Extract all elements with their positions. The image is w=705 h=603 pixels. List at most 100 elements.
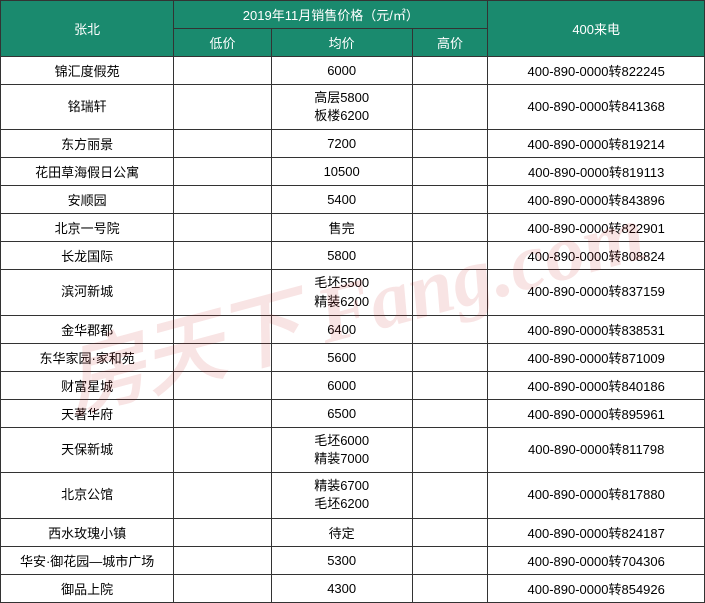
- cell-low: [174, 242, 271, 270]
- cell-phone: 400-890-0000转819113: [488, 158, 705, 186]
- cell-phone: 400-890-0000转843896: [488, 186, 705, 214]
- cell-low: [174, 399, 271, 427]
- cell-low: [174, 214, 271, 242]
- cell-avg: 高层5800板楼6200: [271, 85, 412, 130]
- cell-avg: 4300: [271, 574, 412, 602]
- table-row: 华安·御花园—城市广场 5300 400-890-0000转704306: [1, 546, 705, 574]
- cell-low: [174, 427, 271, 472]
- cell-name: 财富星城: [1, 371, 174, 399]
- cell-low: [174, 546, 271, 574]
- table-row: 长龙国际 5800 400-890-0000转808824: [1, 242, 705, 270]
- cell-high: [412, 399, 488, 427]
- cell-high: [412, 158, 488, 186]
- cell-phone: 400-890-0000转822901: [488, 214, 705, 242]
- table-row: 锦汇度假苑 6000 400-890-0000转822245: [1, 57, 705, 85]
- cell-name: 花田草海假日公寓: [1, 158, 174, 186]
- cell-high: [412, 130, 488, 158]
- cell-name: 北京公馆: [1, 473, 174, 518]
- table-row: 天著华府6500400-890-0000转895961: [1, 399, 705, 427]
- cell-name: 长龙国际: [1, 242, 174, 270]
- table-row: 滨河新城 毛坯5500精装6200 400-890-0000转837159: [1, 270, 705, 315]
- table-row: 安顺园5400400-890-0000转843896: [1, 186, 705, 214]
- cell-phone: 400-890-0000转840186: [488, 371, 705, 399]
- cell-phone: 400-890-0000转819214: [488, 130, 705, 158]
- cell-low: [174, 158, 271, 186]
- cell-high: [412, 473, 488, 518]
- cell-name: 天著华府: [1, 399, 174, 427]
- cell-low: [174, 315, 271, 343]
- cell-phone: 400-890-0000转841368: [488, 85, 705, 130]
- cell-low: [174, 343, 271, 371]
- cell-avg: 7200: [271, 130, 412, 158]
- cell-name: 锦汇度假苑: [1, 57, 174, 85]
- cell-phone: 400-890-0000转808824: [488, 242, 705, 270]
- cell-high: [412, 343, 488, 371]
- cell-name: 东方丽景: [1, 130, 174, 158]
- header-high: 高价: [412, 29, 488, 57]
- cell-phone: 400-890-0000转838531: [488, 315, 705, 343]
- cell-high: [412, 427, 488, 472]
- cell-low: [174, 270, 271, 315]
- table-row: 东方丽景 7200 400-890-0000转819214: [1, 130, 705, 158]
- table-row: 铭瑞轩 高层5800板楼6200 400-890-0000转841368: [1, 85, 705, 130]
- cell-avg: 5600: [271, 343, 412, 371]
- cell-phone: 400-890-0000转811798: [488, 427, 705, 472]
- cell-name: 御品上院: [1, 574, 174, 602]
- cell-high: [412, 186, 488, 214]
- cell-name: 铭瑞轩: [1, 85, 174, 130]
- cell-high: [412, 315, 488, 343]
- cell-avg: 6000: [271, 57, 412, 85]
- cell-avg: 10500: [271, 158, 412, 186]
- cell-name: 天保新城: [1, 427, 174, 472]
- header-phone: 400来电: [488, 1, 705, 57]
- cell-avg: 6400: [271, 315, 412, 343]
- cell-low: [174, 518, 271, 546]
- cell-phone: 400-890-0000转817880: [488, 473, 705, 518]
- cell-low: [174, 85, 271, 130]
- cell-high: [412, 371, 488, 399]
- table-row: 财富星城 6000 400-890-0000转840186: [1, 371, 705, 399]
- table-row: 东华家园·家和苑 5600 400-890-0000转871009: [1, 343, 705, 371]
- header-low: 低价: [174, 29, 271, 57]
- cell-high: [412, 242, 488, 270]
- cell-high: [412, 270, 488, 315]
- cell-avg: 毛坯6000精装7000: [271, 427, 412, 472]
- cell-avg: 5800: [271, 242, 412, 270]
- cell-avg: 售完: [271, 214, 412, 242]
- cell-low: [174, 57, 271, 85]
- cell-low: [174, 574, 271, 602]
- cell-phone: 400-890-0000转895961: [488, 399, 705, 427]
- cell-phone: 400-890-0000转871009: [488, 343, 705, 371]
- table-header: 张北 2019年11月销售价格（元/㎡） 400来电 低价 均价 高价: [1, 1, 705, 57]
- header-avg: 均价: [271, 29, 412, 57]
- cell-low: [174, 473, 271, 518]
- table-row: 天保新城 毛坯6000精装7000 400-890-0000转811798: [1, 427, 705, 472]
- cell-phone: 400-890-0000转837159: [488, 270, 705, 315]
- cell-phone: 400-890-0000转704306: [488, 546, 705, 574]
- cell-phone: 400-890-0000转854926: [488, 574, 705, 602]
- cell-high: [412, 214, 488, 242]
- cell-phone: 400-890-0000转824187: [488, 518, 705, 546]
- price-table: 张北 2019年11月销售价格（元/㎡） 400来电 低价 均价 高价 锦汇度假…: [0, 0, 705, 603]
- table-row: 北京一号院售完400-890-0000转822901: [1, 214, 705, 242]
- cell-avg: 6000: [271, 371, 412, 399]
- cell-high: [412, 574, 488, 602]
- table-row: 北京公馆 精装6700毛坯6200 400-890-0000转817880: [1, 473, 705, 518]
- table-row: 御品上院 4300 400-890-0000转854926: [1, 574, 705, 602]
- cell-name: 西水玫瑰小镇: [1, 518, 174, 546]
- cell-avg: 毛坯5500精装6200: [271, 270, 412, 315]
- cell-name: 金华郡都: [1, 315, 174, 343]
- cell-low: [174, 186, 271, 214]
- cell-avg: 待定: [271, 518, 412, 546]
- header-price-title: 2019年11月销售价格（元/㎡）: [174, 1, 488, 29]
- cell-avg: 5300: [271, 546, 412, 574]
- cell-low: [174, 130, 271, 158]
- cell-name: 滨河新城: [1, 270, 174, 315]
- cell-avg: 精装6700毛坯6200: [271, 473, 412, 518]
- cell-name: 东华家园·家和苑: [1, 343, 174, 371]
- cell-name: 华安·御花园—城市广场: [1, 546, 174, 574]
- table-row: 金华郡都 6400 400-890-0000转838531: [1, 315, 705, 343]
- cell-high: [412, 546, 488, 574]
- cell-phone: 400-890-0000转822245: [488, 57, 705, 85]
- cell-low: [174, 371, 271, 399]
